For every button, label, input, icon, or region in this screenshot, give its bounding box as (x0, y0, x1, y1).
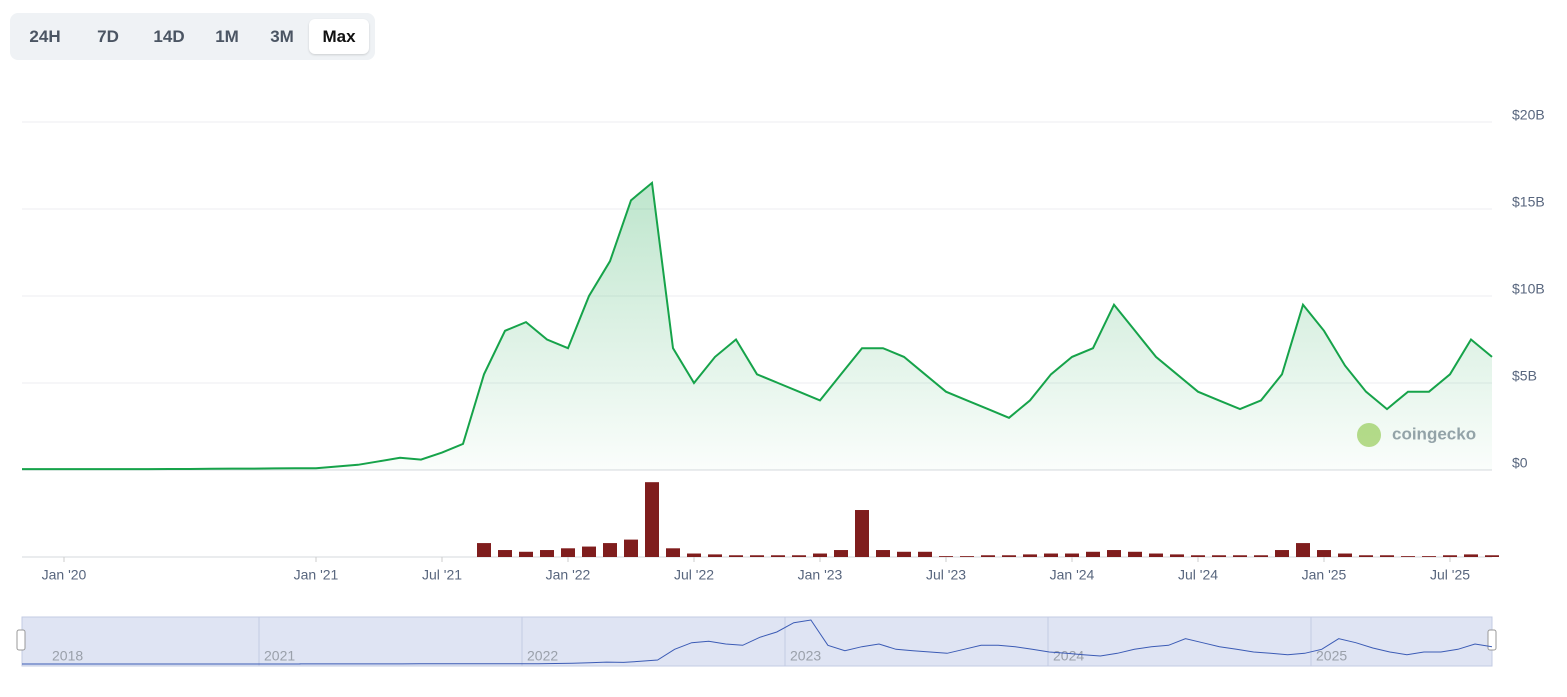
navigator-label: 2022 (527, 648, 558, 664)
navigator-label: 2025 (1316, 648, 1347, 664)
volume-bar (1359, 555, 1373, 557)
volume-bar (771, 555, 785, 557)
y-tick-label: $10B (1512, 281, 1545, 297)
volume-bar (729, 555, 743, 557)
volume-bar (1296, 543, 1310, 557)
y-tick-label: $0 (1512, 455, 1528, 471)
volume-bar (1254, 555, 1268, 557)
volume-bar (981, 555, 995, 557)
navigator-line (22, 619, 1493, 665)
x-tick-label: Jan '20 (42, 567, 87, 583)
volume-bar (1275, 550, 1289, 557)
volume-bar (624, 539, 638, 557)
volume-bar (1380, 555, 1394, 557)
volume-bar (1212, 555, 1226, 557)
navigator-handle[interactable] (16, 629, 26, 651)
y-tick-label: $20B (1512, 107, 1545, 123)
x-tick-label: Jul '22 (674, 567, 714, 583)
navigator-handle[interactable] (1487, 629, 1497, 651)
volume-bar (666, 548, 680, 557)
range-button[interactable]: 3M (270, 27, 294, 46)
volume-bar (1086, 551, 1100, 557)
volume-bar (540, 550, 554, 557)
volume-bar (708, 554, 722, 557)
volume-bar (1422, 556, 1436, 557)
volume-bar (792, 555, 806, 557)
volume-bar (1002, 555, 1016, 557)
volume-bar (1107, 550, 1121, 557)
volume-bar (876, 550, 890, 557)
range-button[interactable]: 14D (153, 27, 185, 46)
volume-bar (519, 551, 533, 557)
volume-bar (1338, 553, 1352, 557)
range-button[interactable]: Max (309, 19, 369, 54)
navigator-label: 2021 (264, 648, 295, 664)
volume-bar (603, 543, 617, 557)
x-tick-label: Jan '23 (798, 567, 843, 583)
volume-bar (477, 543, 491, 557)
x-tick-label: Jan '24 (1050, 567, 1095, 583)
volume-bar (939, 556, 953, 557)
range-button[interactable]: 24H (29, 27, 61, 46)
volume-bar (1128, 551, 1142, 557)
x-tick-label: Jan '25 (1302, 567, 1347, 583)
volume-bar (1191, 555, 1205, 557)
volume-bar (1464, 554, 1478, 557)
volume-bar (813, 553, 827, 557)
volume-bar (1044, 553, 1058, 557)
range-button[interactable]: 1M (215, 27, 239, 46)
volume-bar (918, 551, 932, 557)
volume-bar (750, 555, 764, 557)
x-tick-label: Jul '24 (1178, 567, 1218, 583)
volume-bar (960, 556, 974, 557)
range-selector: 24H 7D 14D 1M 3M Max (10, 13, 375, 60)
volume-bar (687, 553, 701, 557)
volume-bar (1023, 554, 1037, 557)
navigator[interactable] (21, 616, 1493, 667)
x-tick-label: Jan '22 (546, 567, 591, 583)
x-tick-label: Jan '21 (294, 567, 339, 583)
x-tick-label: Jul '21 (422, 567, 462, 583)
volume-bar (1170, 554, 1184, 557)
x-tick-label: Jul '23 (926, 567, 966, 583)
area (22, 182, 1492, 470)
volume-bar (498, 550, 512, 557)
volume-bar (561, 548, 575, 557)
volume-bar (1443, 555, 1457, 557)
volume-bar (897, 551, 911, 557)
volume-bar (1149, 553, 1163, 557)
volume-bar (855, 510, 869, 557)
volume-bar (1317, 550, 1331, 557)
range-button[interactable]: 7D (97, 27, 119, 46)
navigator-label: 2018 (52, 648, 83, 664)
volume-bar (1065, 553, 1079, 557)
y-tick-label: $15B (1512, 194, 1545, 210)
y-tick-label: $5B (1512, 368, 1537, 384)
volume-bar (582, 546, 596, 557)
volume-bar (1485, 555, 1499, 557)
navigator-label: 2023 (790, 648, 821, 664)
x-tick-label: Jul '25 (1430, 567, 1470, 583)
volume-bar (1233, 555, 1247, 557)
volume-bar (834, 550, 848, 557)
volume-bar (645, 482, 659, 557)
volume-bar (1401, 556, 1415, 557)
line (22, 180, 1493, 471)
navigator-label: 2024 (1053, 648, 1084, 664)
